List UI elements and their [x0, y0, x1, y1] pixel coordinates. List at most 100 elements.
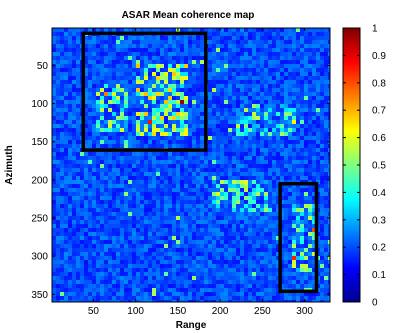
heatmap-cell: [244, 160, 249, 165]
heatmap-cell: [148, 152, 153, 157]
heatmap-cell: [304, 92, 309, 97]
heatmap-cell: [328, 200, 330, 205]
heatmap-cell: [300, 188, 305, 193]
heatmap-cell: [192, 284, 197, 289]
heatmap-cell: [248, 28, 253, 33]
heatmap-cell: [304, 56, 309, 61]
heatmap-cell: [288, 224, 293, 229]
heatmap-cell: [268, 144, 273, 149]
heatmap-cell: [116, 92, 121, 97]
heatmap-cell: [260, 120, 265, 125]
heatmap-cell: [140, 40, 145, 45]
heatmap-cell: [244, 96, 249, 101]
heatmap-cell: [108, 76, 113, 81]
heatmap-cell: [172, 204, 177, 209]
heatmap-cell: [268, 108, 273, 113]
heatmap-cell: [212, 148, 217, 153]
heatmap-cell: [200, 64, 205, 69]
heatmap-cell: [268, 56, 273, 61]
heatmap-cell: [228, 56, 233, 61]
heatmap-cell: [168, 84, 173, 89]
heatmap-cell: [88, 80, 93, 85]
heatmap-cell: [60, 264, 65, 269]
heatmap-cell: [52, 68, 57, 73]
heatmap-cell: [240, 32, 245, 37]
heatmap-cell: [152, 36, 157, 41]
heatmap-cell: [56, 84, 61, 89]
heatmap-cell: [324, 212, 329, 217]
heatmap-cell: [152, 252, 157, 257]
heatmap-cell: [128, 268, 133, 273]
heatmap-cell: [324, 224, 329, 229]
heatmap-cell: [308, 80, 313, 85]
heatmap-cell: [56, 68, 61, 73]
heatmap-cell: [328, 244, 330, 249]
heatmap-cell: [260, 64, 265, 69]
heatmap-cell: [284, 120, 289, 125]
heatmap-cell: [52, 244, 57, 249]
heatmap-cell: [272, 72, 277, 77]
heatmap-cell: [240, 216, 245, 221]
heatmap-cell: [96, 112, 101, 117]
heatmap-cell: [244, 164, 249, 169]
heatmap-cell: [240, 228, 245, 233]
heatmap-cell: [236, 128, 241, 133]
heatmap-cell: [104, 104, 109, 109]
heatmap-cell: [216, 240, 221, 245]
heatmap-cell: [248, 44, 253, 49]
heatmap-cell: [252, 136, 257, 141]
heatmap-cell: [164, 28, 169, 33]
heatmap-cell: [172, 300, 177, 302]
heatmap-cell: [212, 52, 217, 57]
heatmap-cell: [232, 296, 237, 301]
heatmap-cell: [188, 184, 193, 189]
heatmap-cell: [272, 48, 277, 53]
heatmap-cell: [72, 92, 77, 97]
heatmap-cell: [152, 220, 157, 225]
heatmap-cell: [112, 220, 117, 225]
heatmap-cell: [244, 36, 249, 41]
heatmap-cell: [128, 176, 133, 181]
heatmap-cell: [184, 116, 189, 121]
heatmap-cell: [288, 84, 293, 89]
heatmap-cell: [256, 188, 261, 193]
heatmap-cell: [268, 216, 273, 221]
heatmap-cell: [328, 196, 330, 201]
heatmap-cell: [316, 116, 321, 121]
heatmap-cell: [260, 244, 265, 249]
heatmap-cell: [316, 100, 321, 105]
heatmap-cell: [328, 72, 330, 77]
heatmap-cell: [328, 252, 330, 257]
heatmap-cell: [128, 272, 133, 277]
heatmap-cell: [268, 292, 273, 297]
heatmap-cell: [320, 216, 325, 221]
heatmap-cell: [240, 220, 245, 225]
heatmap-cell: [140, 116, 145, 121]
heatmap-cell: [164, 240, 169, 245]
heatmap-cell: [236, 44, 241, 49]
heatmap-cell: [128, 220, 133, 225]
heatmap-cell: [256, 216, 261, 221]
heatmap-cell: [208, 180, 213, 185]
heatmap-cell: [64, 156, 69, 161]
heatmap-cell: [256, 44, 261, 49]
heatmap-cell: [244, 132, 249, 137]
heatmap-cell: [312, 208, 317, 213]
heatmap-cell: [52, 64, 57, 69]
heatmap-cell: [304, 224, 309, 229]
heatmap-cell: [152, 248, 157, 253]
heatmap-cell: [260, 104, 265, 109]
heatmap-cell: [280, 216, 285, 221]
heatmap-cell: [180, 72, 185, 77]
heatmap-cell: [224, 120, 229, 125]
heatmap-cell: [68, 44, 73, 49]
heatmap-cell: [256, 104, 261, 109]
heatmap-cell: [264, 72, 269, 77]
heatmap-cell: [248, 192, 253, 197]
heatmap-cell: [304, 96, 309, 101]
heatmap-cell: [88, 252, 93, 257]
heatmap-cell: [212, 60, 217, 65]
heatmap-cell: [308, 156, 313, 161]
heatmap-cell: [220, 252, 225, 257]
heatmap-cell: [260, 100, 265, 105]
